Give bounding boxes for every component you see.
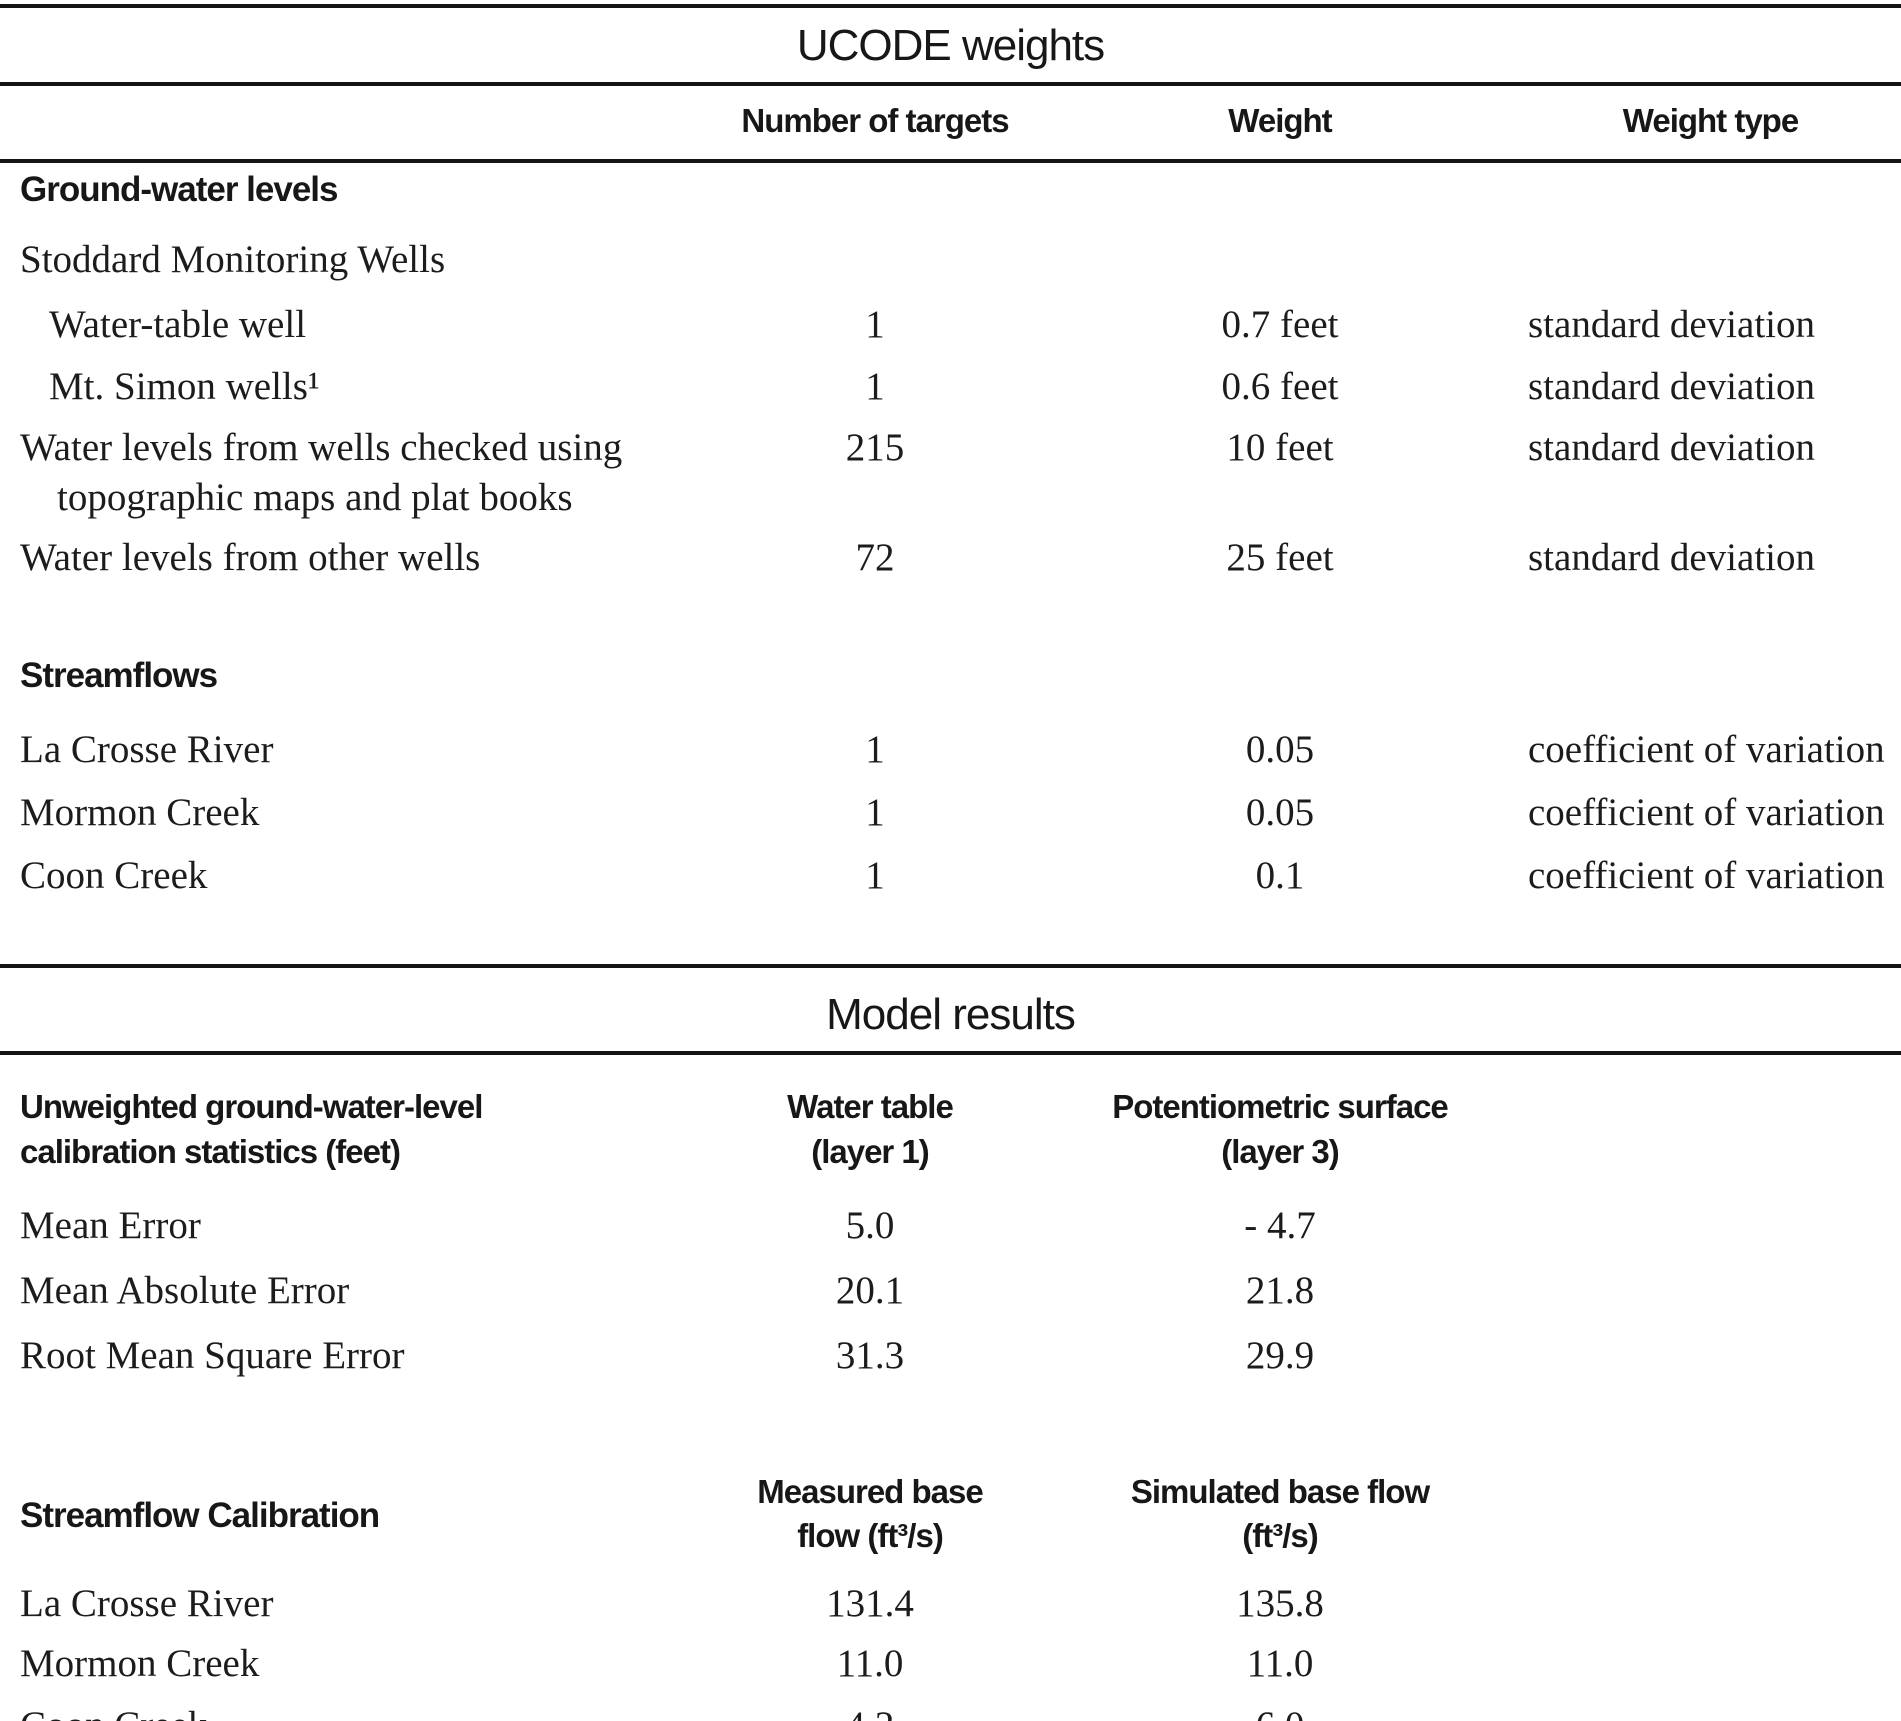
row-label: Mean Absolute Error — [20, 1269, 350, 1312]
cell-number-of-targets: 1 — [865, 303, 885, 346]
cell-weight: 25 feet — [1226, 536, 1334, 579]
table-row-mormon-creek: Mormon Creek 1 0.05 coefficient of varia… — [0, 791, 1901, 834]
row-label: Coon Creek — [0, 1705, 640, 1721]
cell-water-table-value: 20.1 — [835, 1269, 905, 1312]
table-row-stoddard: Stoddard Monitoring Wells — [0, 238, 1901, 281]
cell-weight-type: coefficient of variation — [1528, 854, 1885, 897]
row-label: Mormon Creek — [20, 1642, 260, 1685]
table-row-la-crosse-river-flow: La Crosse River 131.4 135.8 — [0, 1582, 1901, 1625]
cell-water-table-value: 31.3 — [835, 1334, 905, 1377]
cell-measured-base-flow: 11.0 — [836, 1642, 904, 1685]
row-label: Mt. Simon wells¹ — [49, 365, 320, 408]
cell-weight-type: standard deviation — [1528, 536, 1815, 579]
table-row-mean-error: Mean Error 5.0 - 4.7 — [0, 1204, 1901, 1247]
section-header-groundwater-levels: Ground-water levels — [20, 170, 338, 209]
cell-number-of-targets: 215 — [845, 426, 905, 469]
column-header-spacer — [0, 104, 710, 139]
row-label: Water levels from other wells — [20, 536, 481, 579]
rule-under-model-results-title — [0, 1051, 1901, 1055]
row-label: Mormon Creek — [20, 791, 260, 834]
rule-top — [0, 4, 1901, 8]
rule-under-ucode-title — [0, 82, 1901, 86]
section-header-streamflows: Streamflows — [20, 656, 218, 695]
ucode-table-title: UCODE weights — [796, 21, 1105, 70]
table-row-mormon-creek-flow: Mormon Creek 11.0 11.0 — [0, 1642, 1901, 1685]
cell-weight-type: standard deviation — [1528, 365, 1815, 408]
row-label: Mean Error — [20, 1204, 201, 1247]
row-label: Water levels from wells checked using — [20, 426, 623, 469]
cell-weight-type — [1520, 240, 1901, 281]
streamflow-calibration-header: Streamflow Calibration — [20, 1496, 380, 1535]
gw-stats-header-label-line1: Unweighted ground-water-level — [20, 1088, 483, 1125]
cell-weight — [1040, 240, 1520, 281]
cell-potentiometric-value: - 4.7 — [1244, 1204, 1316, 1247]
column-header-simulated-base-flow: Simulated base flow — [1130, 1473, 1430, 1510]
table-row-root-mean-square-error: Root Mean Square Error 31.3 29.9 — [0, 1334, 1901, 1377]
cell-weight: 0.05 — [1245, 728, 1315, 771]
ucode-column-header-row: Number of targets Weight Weight type — [0, 102, 1901, 139]
column-header-layer1: (layer 1) — [811, 1133, 930, 1170]
cell-water-table-value: 5.0 — [845, 1204, 895, 1247]
cell-weight: 0.7 feet — [1221, 303, 1339, 346]
cell-weight: 10 feet — [1226, 426, 1334, 469]
cell-simulated-base-flow: 11.0 — [1246, 1642, 1314, 1685]
cell-weight: 0.1 — [1255, 854, 1305, 897]
rule-above-model-results — [0, 964, 1901, 968]
cell-weight-type: standard deviation — [1528, 426, 1815, 469]
cell-number-of-targets: 72 — [855, 536, 895, 579]
table-row-coon-creek: Coon Creek 1 0.1 coefficient of variatio… — [0, 854, 1901, 897]
cell-number-of-targets: 1 — [865, 854, 885, 897]
table-row-wells-checked-continuation: topographic maps and plat books — [57, 476, 573, 519]
row-label: Stoddard Monitoring Wells — [20, 238, 446, 281]
column-header-weight-type: Weight type — [1622, 102, 1799, 139]
cell-weight-type: coefficient of variation — [1528, 791, 1885, 834]
cell-number-of-targets: 1 — [865, 365, 885, 408]
column-header-water-table: Water table — [787, 1088, 954, 1125]
cell-potentiometric-value: 29.9 — [1245, 1334, 1315, 1377]
table-row-mt-simon-wells: Mt. Simon wells¹ 1 0.6 feet standard dev… — [0, 365, 1901, 408]
streamflow-header-line1: Measured base Simulated base flow — [0, 1473, 1901, 1510]
rule-under-column-headers — [0, 159, 1901, 163]
gw-stats-header-line2: calibration statistics (feet) (layer 1) … — [0, 1133, 1901, 1170]
column-header-potentiometric-surface: Potentiometric surface — [1112, 1088, 1449, 1125]
column-header-simulated-units: (ft³/s) — [1242, 1517, 1318, 1554]
cell-measured-base-flow: 4.2 — [640, 1705, 1100, 1721]
cell-simulated-base-flow: 135.8 — [1236, 1582, 1324, 1625]
gw-stats-header-line1: Unweighted ground-water-level Water tabl… — [0, 1088, 1901, 1125]
column-header-weight: Weight — [1228, 102, 1332, 139]
column-header-measured-units: flow (ft³/s) — [797, 1517, 944, 1554]
table-row-la-crosse-river: La Crosse River 1 0.05 coefficient of va… — [0, 728, 1901, 771]
cell-number-of-targets: 1 — [865, 791, 885, 834]
gw-stats-header-label-line2: calibration statistics (feet) — [20, 1133, 401, 1170]
cell-weight-type: standard deviation — [1528, 303, 1815, 346]
table-row-coon-creek-flow-clipped: Coon Creek 4.2 6.0 — [0, 1705, 1901, 1721]
table-row-mean-absolute-error: Mean Absolute Error 20.1 21.8 — [0, 1269, 1901, 1312]
cell-number-of-targets — [710, 240, 1040, 281]
cell-weight-type: coefficient of variation — [1528, 728, 1885, 771]
cell-simulated-base-flow: 6.0 — [1100, 1705, 1460, 1721]
row-label: Water-table well — [49, 303, 307, 346]
row-label: La Crosse River — [20, 728, 274, 771]
model-results-title: Model results — [826, 990, 1076, 1039]
column-header-measured-base: Measured base — [757, 1473, 983, 1510]
row-label: Root Mean Square Error — [20, 1334, 405, 1377]
table-row-water-table-well: Water-table well 1 0.7 feet standard dev… — [0, 303, 1901, 346]
cell-potentiometric-value: 21.8 — [1245, 1269, 1315, 1312]
cell-number-of-targets: 1 — [865, 728, 885, 771]
streamflow-header-line2: flow (ft³/s) (ft³/s) — [0, 1517, 1901, 1554]
cell-weight: 0.6 feet — [1221, 365, 1339, 408]
column-header-layer3: (layer 3) — [1221, 1133, 1340, 1170]
row-label: La Crosse River — [20, 1582, 274, 1625]
column-header-number-of-targets: Number of targets — [741, 102, 1009, 139]
row-label: Coon Creek — [20, 854, 208, 897]
table-row-wells-checked: Water levels from wells checked using 21… — [0, 426, 1901, 469]
table-row-other-wells: Water levels from other wells 72 25 feet… — [0, 536, 1901, 579]
cell-weight: 0.05 — [1245, 791, 1315, 834]
cell-measured-base-flow: 131.4 — [826, 1582, 914, 1625]
